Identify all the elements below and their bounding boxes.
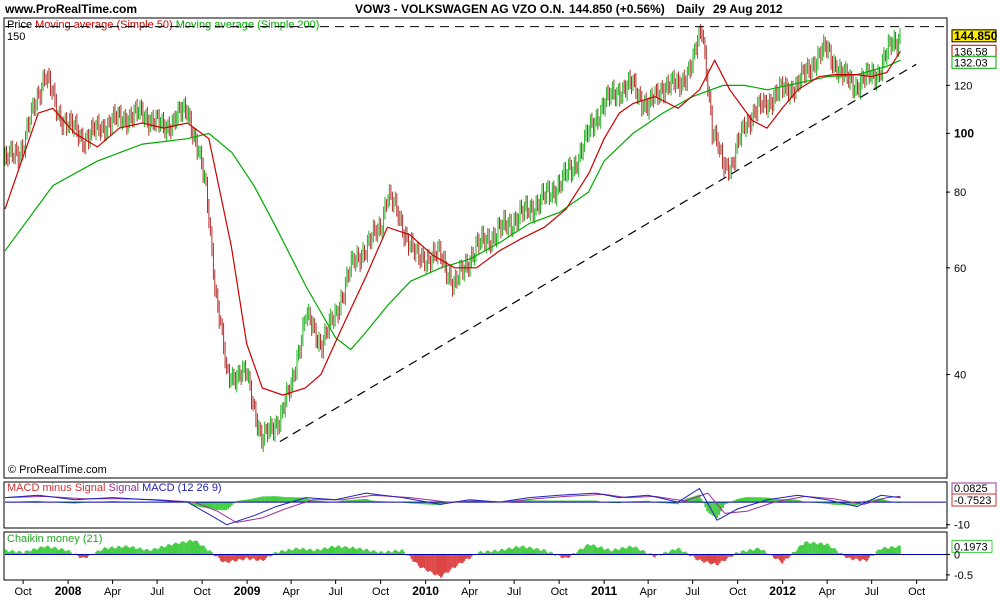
time-tick-label: Jul bbox=[865, 586, 879, 598]
time-tick-label: Oct bbox=[551, 586, 568, 598]
chaikin-value-label: 0.1973 bbox=[954, 541, 988, 553]
site-name: www.ProRealTime.com bbox=[4, 2, 137, 16]
last-price-box-label: 144.850 bbox=[954, 29, 998, 43]
price-tick-label: 40 bbox=[954, 370, 966, 382]
time-tick-label: Oct bbox=[15, 586, 32, 598]
macd-tick-label: -10 bbox=[954, 520, 970, 532]
last-price-box bbox=[951, 29, 997, 43]
sma200-value-box-label: 132.03 bbox=[954, 57, 988, 69]
macd-minus-signal-box bbox=[951, 493, 997, 507]
chaikin-value-box bbox=[951, 539, 993, 553]
legend-macd-minus-signal: MACD minus Signal bbox=[7, 482, 105, 494]
time-tick-label: Oct bbox=[372, 586, 389, 598]
signal-value-label: 0.0825 bbox=[954, 483, 988, 495]
time-tick-label: Apr bbox=[461, 586, 478, 598]
chaikin-legend: Chaikin money (21) bbox=[7, 533, 102, 545]
chaikin-panel bbox=[3, 531, 948, 581]
macd-legend: MACD minus Signal Signal MACD (12 26 9) bbox=[7, 482, 222, 494]
time-tick-label: Jul bbox=[329, 586, 343, 598]
time-tick-label: 2012 bbox=[769, 584, 796, 598]
time-tick-label: Apr bbox=[640, 586, 657, 598]
time-tick-label: Jul bbox=[507, 586, 521, 598]
price-legend: Price Moving average (Simple 50) Moving … bbox=[7, 19, 319, 31]
legend-sma50: Moving average (Simple 50) bbox=[35, 19, 173, 31]
last-price-change: 144.850 (+0.56%) bbox=[569, 2, 665, 16]
time-tick-label: Apr bbox=[104, 586, 121, 598]
price-tick-label: 80 bbox=[954, 187, 966, 199]
macd-line bbox=[4, 487, 901, 526]
legend-sma200: Moving average (Simple 200) bbox=[176, 19, 320, 31]
time-tick-label: Oct bbox=[194, 586, 211, 598]
sma200-value-box bbox=[951, 55, 997, 69]
support-trendline bbox=[279, 63, 917, 443]
time-tick-label: Apr bbox=[283, 586, 300, 598]
legend-price: Price bbox=[7, 19, 32, 31]
price-tick-label: 120 bbox=[954, 80, 972, 92]
chaikin-tick-label: -0.5 bbox=[954, 570, 973, 582]
chart-period: Daily bbox=[676, 2, 705, 16]
time-tick-label: 2008 bbox=[55, 584, 82, 598]
resistance-level-label: 150 bbox=[7, 31, 25, 43]
time-tick-label: 2009 bbox=[234, 584, 261, 598]
chart-date: 29 Aug 2012 bbox=[713, 2, 783, 16]
price-tick-label: 60 bbox=[954, 263, 966, 275]
legend-signal: Signal bbox=[108, 482, 139, 494]
sma200-line bbox=[4, 59, 901, 351]
time-tick-label: Jul bbox=[150, 586, 164, 598]
time-tick-label: 2010 bbox=[412, 584, 439, 598]
time-tick-label: 2011 bbox=[591, 584, 617, 598]
time-tick-label: Jul bbox=[686, 586, 700, 598]
price-tick-label: 100 bbox=[954, 126, 974, 140]
macd-minus-signal-label: -0.7523 bbox=[954, 495, 991, 507]
sma50-line bbox=[4, 50, 902, 396]
legend-macd: MACD (12 26 9) bbox=[142, 482, 221, 494]
watermark: © ProRealTime.com bbox=[8, 464, 107, 476]
sma50-value-box-label: 136.58 bbox=[954, 46, 988, 58]
chaikin-zero-label: 0 bbox=[954, 549, 960, 561]
macd-panel bbox=[3, 481, 948, 529]
instrument-title: VOW3 - VOLKSWAGEN AG VZO O.N. bbox=[355, 2, 565, 16]
time-tick-label: Apr bbox=[819, 586, 836, 598]
time-tick-label: Oct bbox=[908, 586, 925, 598]
time-tick-label: Oct bbox=[729, 586, 746, 598]
